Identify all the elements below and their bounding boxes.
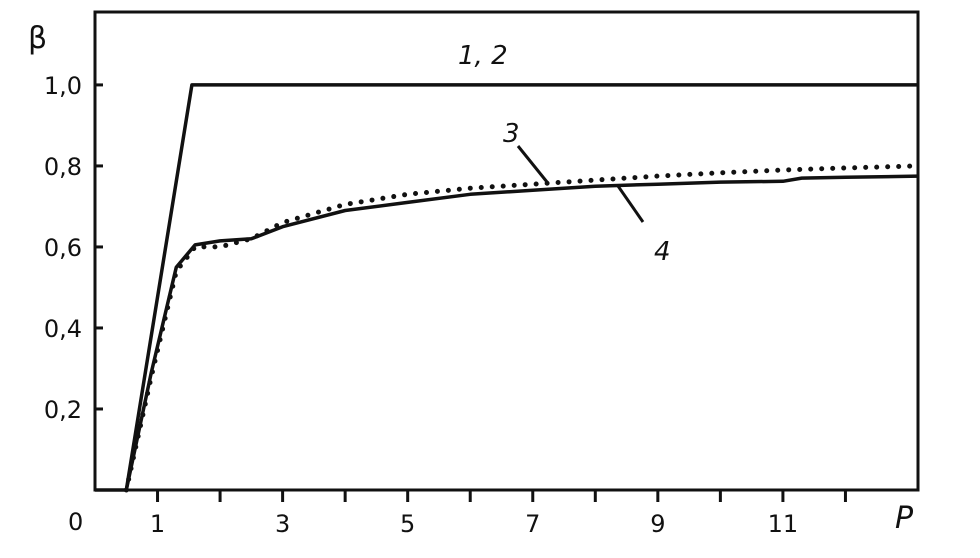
annotation-3: 3 [503,119,520,149]
y-tick-label: 1,0 [44,72,82,100]
x-tick-label: 5 [400,510,415,538]
y-tick-label: 0,8 [44,153,82,181]
plot-frame [93,10,920,492]
annotation-3-leader [516,145,549,183]
series-line-3 [123,163,921,493]
y-tick-label: 0,2 [44,396,82,424]
annotation-4-leader [616,185,645,223]
y-tick-label: 0,6 [44,234,82,262]
x-tick-label: 3 [275,510,290,538]
series-line-4 [124,174,919,491]
x-tick-label: 1 [150,510,165,538]
annotation-1-2: 1, 2 [458,41,508,71]
annotation-4: 4 [654,237,671,267]
ticks-layer: 1 3 5 7 9 11 0,2 0,4 0,6 0,8 1,0 [44,72,847,538]
x-tick-label: 7 [525,510,540,538]
x-tick-label: 9 [650,510,665,538]
x-axis-label: P [895,501,914,536]
x-tick-label: 11 [768,510,799,538]
origin-label: 0 [68,508,83,536]
y-tick-label: 0,4 [44,315,82,343]
y-axis-label: β [28,21,47,56]
